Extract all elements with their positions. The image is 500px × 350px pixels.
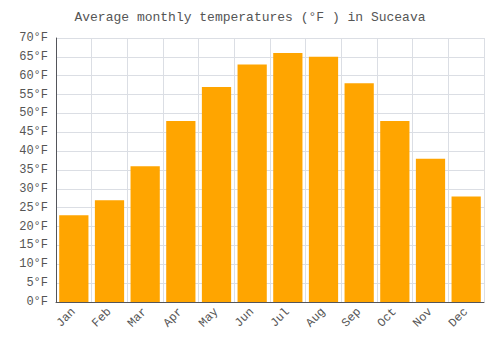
svg-text:55°F: 55°F [19,88,48,102]
svg-text:0°F: 0°F [26,295,48,309]
svg-text:20°F: 20°F [19,220,48,234]
svg-text:Sep: Sep [339,305,364,330]
svg-text:Oct: Oct [375,305,400,330]
svg-text:50°F: 50°F [19,106,48,120]
svg-text:Average monthly temperatures (: Average monthly temperatures (°F ) in Su… [74,10,425,25]
svg-text:10°F: 10°F [19,257,48,271]
svg-text:5°F: 5°F [26,276,48,290]
svg-text:60°F: 60°F [19,69,48,83]
svg-text:Nov: Nov [410,305,435,330]
svg-text:Feb: Feb [89,305,114,330]
svg-text:Jan: Jan [54,305,79,330]
svg-text:30°F: 30°F [19,182,48,196]
svg-text:Jul: Jul [268,305,293,330]
svg-text:15°F: 15°F [19,238,48,252]
svg-text:40°F: 40°F [19,144,48,158]
svg-text:35°F: 35°F [19,163,48,177]
svg-text:Dec: Dec [446,305,471,330]
svg-text:25°F: 25°F [19,201,48,215]
svg-text:65°F: 65°F [19,50,48,64]
svg-text:Jun: Jun [232,305,257,330]
svg-text:45°F: 45°F [19,125,48,139]
svg-text:May: May [196,305,221,330]
svg-text:70°F: 70°F [19,31,48,45]
svg-text:Apr: Apr [161,305,186,330]
svg-text:Aug: Aug [303,305,328,330]
svg-text:Mar: Mar [125,305,150,330]
